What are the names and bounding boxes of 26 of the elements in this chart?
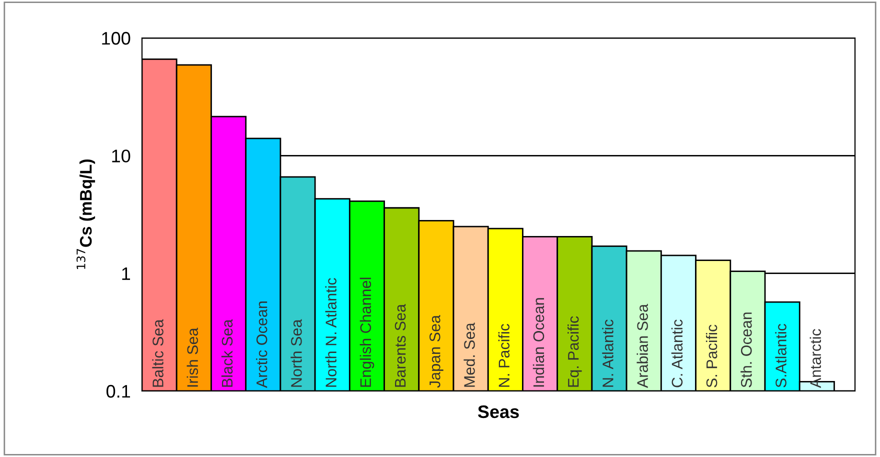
x-tick-label: Black Sea <box>221 319 233 387</box>
x-tick-label: S.Atlantic <box>775 324 786 388</box>
x-tick-label: Eq. Pacific <box>568 316 582 387</box>
y-tick-label: 1 <box>122 267 130 280</box>
y-axis-title: $^{137}$Cs (mBq/L) <box>76 159 96 269</box>
x-tick-label: Indian Ocean <box>532 298 544 387</box>
x-tick-label: Sth. Ocean <box>740 312 752 388</box>
x-tick-label: North Sea <box>290 319 302 387</box>
x-axis-title: Seas <box>478 405 519 418</box>
x-tick-label: C. Atlantic <box>671 320 683 388</box>
x-tick-label: Japan Sea <box>429 314 444 388</box>
x-tick-label: S. Pacific <box>706 324 718 388</box>
x-tick-label: N. Atlantic <box>602 320 614 387</box>
x-tick-label: English Channel <box>360 278 374 387</box>
x-tick-label: Arctic Ocean <box>256 302 268 388</box>
x-tick-label: Baltic Sea <box>152 319 164 387</box>
x-tick-label: Barents Sea <box>394 304 406 387</box>
x-tick-label: N. Pacific <box>498 324 510 387</box>
x-tick-label: Med. Sea <box>464 322 475 387</box>
x-tick-label: Arabian Sea <box>636 304 648 388</box>
x-tick-label: North N. Atlantic <box>325 278 336 387</box>
y-tick-label: 100 <box>102 32 130 45</box>
y-tick-label: 10 <box>112 150 130 162</box>
x-tick-label: Irish Sea <box>186 328 198 387</box>
x-tick-label: Antarctic <box>810 328 822 388</box>
y-tick-label: 0.1 <box>106 384 130 398</box>
